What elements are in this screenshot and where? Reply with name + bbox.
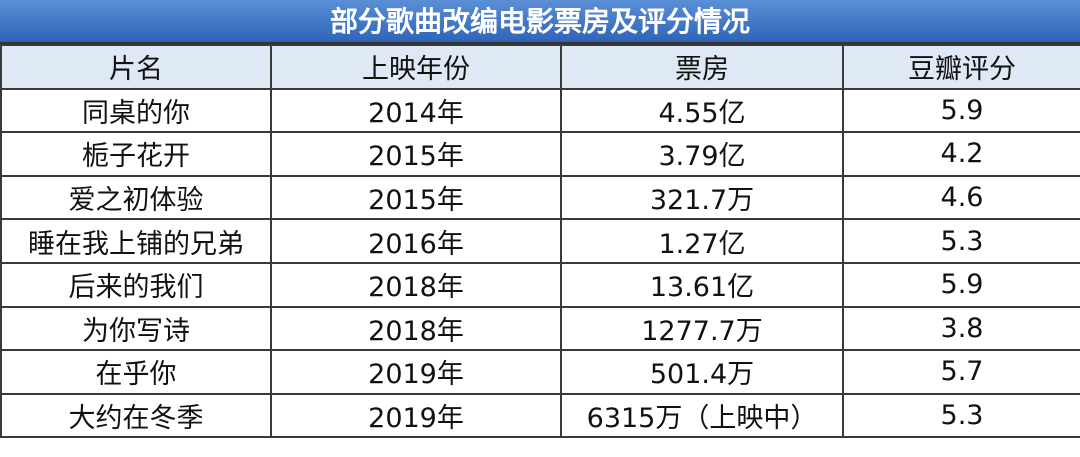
table-cell: 后来的我们 bbox=[0, 261, 272, 308]
table-cell: 2015年 bbox=[270, 131, 562, 177]
table-cell: 2018年 bbox=[270, 261, 562, 308]
table-cell: 321.7万 bbox=[560, 174, 844, 221]
table-cell: 2015年 bbox=[270, 174, 562, 221]
table-cell: 501.4万 bbox=[560, 349, 844, 395]
header-cell: 上映年份 bbox=[270, 44, 562, 90]
table-cell: 2018年 bbox=[270, 305, 562, 352]
table-cell: 2014年 bbox=[270, 87, 562, 134]
table-cell: 13.61亿 bbox=[560, 261, 844, 308]
table-title: 部分歌曲改编电影票房及评分情况 bbox=[0, 0, 1080, 44]
header-cell: 豆瓣评分 bbox=[842, 44, 1080, 90]
table-cell: 5.3 bbox=[842, 218, 1080, 264]
table-cell: 睡在我上铺的兄弟 bbox=[0, 218, 272, 264]
table-cell: 4.2 bbox=[842, 131, 1080, 177]
table-cell: 2019年 bbox=[270, 349, 562, 395]
table-cell: 5.9 bbox=[842, 87, 1080, 134]
table-cell: 4.6 bbox=[842, 174, 1080, 221]
table-row: 睡在我上铺的兄弟 2016年 1.27亿 5.3 bbox=[0, 218, 1080, 264]
header-row: 片名 上映年份 票房 豆瓣评分 bbox=[0, 44, 1080, 90]
table-cell: 3.8 bbox=[842, 305, 1080, 352]
table-cell: 为你写诗 bbox=[0, 305, 272, 352]
data-table: 片名 上映年份 票房 豆瓣评分 同桌的你 2014年 4.55亿 5.9 栀子花开 2015年 3.… bbox=[0, 44, 1080, 439]
table-row: 为你写诗 2018年 1277.7万 3.8 bbox=[0, 305, 1080, 352]
table-cell: 在乎你 bbox=[0, 349, 272, 395]
table-cell: 5.7 bbox=[842, 349, 1080, 395]
table-cell: 5.3 bbox=[842, 392, 1080, 439]
table-cell: 2016年 bbox=[270, 218, 562, 264]
table-cell: 同桌的你 bbox=[0, 87, 272, 134]
table-row: 同桌的你 2014年 4.55亿 5.9 bbox=[0, 87, 1080, 134]
table-cell: 栀子花开 bbox=[0, 131, 272, 177]
table-row: 栀子花开 2015年 3.79亿 4.2 bbox=[0, 131, 1080, 177]
table-cell: 3.79亿 bbox=[560, 131, 844, 177]
header-cell: 片名 bbox=[0, 44, 272, 90]
table-cell: 1.27亿 bbox=[560, 218, 844, 264]
table-row: 后来的我们 2018年 13.61亿 5.9 bbox=[0, 261, 1080, 308]
table-body: 片名 上映年份 票房 豆瓣评分 同桌的你 2014年 4.55亿 5.9 栀子花开 2015年 3.… bbox=[0, 44, 1080, 439]
table-cell: 爱之初体验 bbox=[0, 174, 272, 221]
table-cell: 4.55亿 bbox=[560, 87, 844, 134]
table-cell: 2019年 bbox=[270, 392, 562, 439]
header-cell: 票房 bbox=[560, 44, 844, 90]
table-row: 在乎你 2019年 501.4万 5.7 bbox=[0, 349, 1080, 395]
table-cell: 大约在冬季 bbox=[0, 392, 272, 439]
table-row: 爱之初体验 2015年 321.7万 4.6 bbox=[0, 174, 1080, 221]
table-cell: 1277.7万 bbox=[560, 305, 844, 352]
table-cell: 6315万（上映中） bbox=[560, 392, 844, 439]
table-cell: 5.9 bbox=[842, 261, 1080, 308]
table-row: 大约在冬季 2019年 6315万（上映中） 5.3 bbox=[0, 392, 1080, 439]
